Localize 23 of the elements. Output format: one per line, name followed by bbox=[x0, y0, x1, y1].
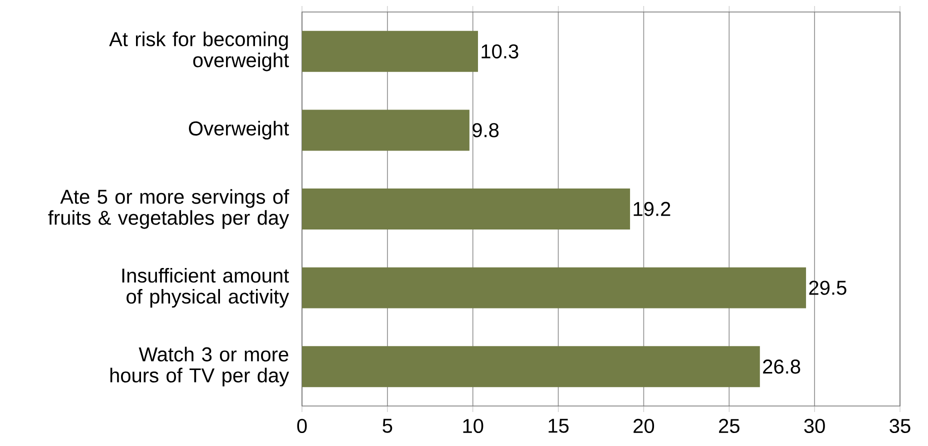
x-tick-label: 25 bbox=[719, 418, 740, 434]
x-tick-label: 15 bbox=[548, 418, 569, 433]
x-tick-label: 0 bbox=[297, 418, 307, 434]
y-tick-label: At risk for becoming overweight bbox=[109, 32, 289, 72]
data-label: 10.3 bbox=[482, 44, 518, 58]
y-tick-label: Ate 5 or more servings of fruits & vegetables per day bbox=[48, 189, 290, 229]
x-tick-label: 30 bbox=[804, 418, 825, 434]
x-tick-label: 35 bbox=[890, 418, 910, 434]
x-tick-label: 10 bbox=[463, 418, 484, 434]
y-tick-label: Overweight bbox=[188, 120, 289, 140]
x-tick-label: 5 bbox=[382, 418, 392, 433]
y-tick-label: Insufficient amount of physical activity bbox=[122, 268, 290, 308]
x-tick-label: 20 bbox=[634, 418, 654, 434]
data-label: 29.5 bbox=[809, 280, 846, 295]
bar bbox=[302, 267, 806, 308]
y-tick-label: Watch 3 or more hours of TV per day bbox=[110, 346, 290, 386]
bar bbox=[302, 110, 470, 151]
data-label: 26.8 bbox=[763, 360, 800, 374]
bar bbox=[302, 188, 630, 230]
bar bbox=[302, 346, 760, 388]
data-label: 19.2 bbox=[634, 202, 670, 216]
bar bbox=[302, 30, 478, 72]
data-label: 9.8 bbox=[472, 123, 499, 138]
